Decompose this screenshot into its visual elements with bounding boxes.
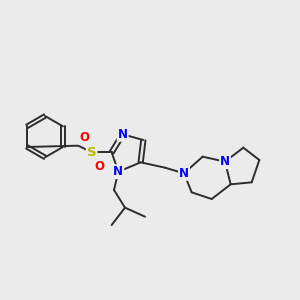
Text: S: S [87, 146, 97, 159]
Text: N: N [113, 165, 123, 178]
Text: O: O [79, 131, 89, 144]
Text: N: N [179, 167, 189, 180]
Text: N: N [118, 128, 128, 141]
Text: N: N [220, 155, 230, 168]
Text: O: O [94, 160, 104, 173]
